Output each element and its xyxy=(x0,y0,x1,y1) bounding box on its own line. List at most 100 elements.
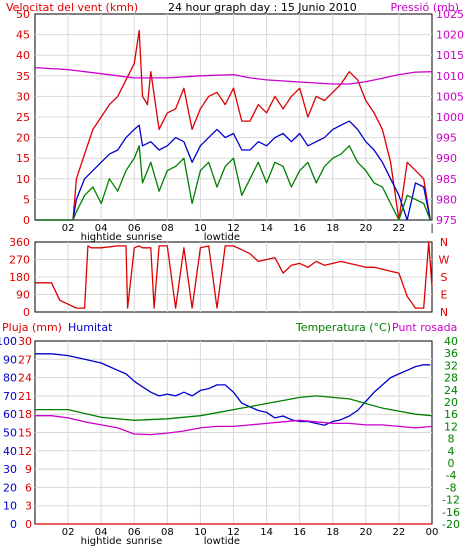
compass-direction-label: N xyxy=(440,236,448,249)
temperature-tick-label: -8 xyxy=(446,481,457,494)
panel-humidity-grid xyxy=(35,341,432,524)
pressure-tick-label: 990 xyxy=(436,152,457,165)
humidity-tick-label: 100 xyxy=(0,335,17,348)
pressure-axis-label: Pressió (mb) xyxy=(390,1,459,14)
rain-tick-label: 18 xyxy=(18,408,32,421)
hour-tick-label: 22 xyxy=(393,527,406,538)
tide-label: hightide xyxy=(81,536,122,547)
temperature-tick-label: 36 xyxy=(444,347,458,360)
temperature-tick-label: 24 xyxy=(444,384,458,397)
humidity-tick-label: 60 xyxy=(3,408,17,421)
humidity-tick-label: 90 xyxy=(3,353,17,366)
temperature-tick-label: 12 xyxy=(444,420,458,433)
temperature-tick-label: -16 xyxy=(442,506,460,519)
direction-degree-label: 0 xyxy=(23,306,30,319)
humidity-tick-label: 50 xyxy=(3,427,17,440)
hour-tick-label: 14 xyxy=(260,223,273,234)
temperature-tick-label: -20 xyxy=(442,518,460,531)
hour-tick-label: 04 xyxy=(95,223,108,234)
hour-tick-label: 20 xyxy=(359,527,372,538)
rain-tick-label: 24 xyxy=(18,372,32,385)
hour-tick-label: | xyxy=(430,223,433,234)
pressure-tick-label: 975 xyxy=(436,214,457,227)
humidity-tick-label: 70 xyxy=(3,390,17,403)
tide-label: sunrise xyxy=(126,536,162,547)
hour-tick-label: 04 xyxy=(95,527,108,538)
pressure-tick-label: 1000 xyxy=(436,111,464,124)
wind-speed-tick-label: 20 xyxy=(16,132,30,145)
panel-humidity-temperature: Pluja (mm) Humitat Temperatura (°C) Punt… xyxy=(0,321,460,538)
temperature-tick-label: 28 xyxy=(444,372,458,385)
rain-tick-label: 27 xyxy=(18,353,32,366)
temperature-tick-label: 20 xyxy=(444,396,458,409)
rain-tick-label: 3 xyxy=(25,500,32,513)
humidity-axis-label: Humitat xyxy=(68,321,113,334)
panel-wind-speed: Velocitat del vent (kmh) 24 hour graph d… xyxy=(6,1,464,234)
direction-degree-label: 180 xyxy=(9,271,30,284)
humidity-tick-label: 10 xyxy=(3,500,17,513)
pressure-tick-label: 980 xyxy=(436,193,457,206)
wind-speed-tick-label: 35 xyxy=(16,70,30,83)
hour-tick-label: 22 xyxy=(393,223,406,234)
temperature-axis-label: Temperatura (°C) xyxy=(295,321,391,334)
temperature-tick-label: 40 xyxy=(444,335,458,348)
pressure-tick-label: 995 xyxy=(436,132,457,145)
rain-tick-label: 30 xyxy=(18,335,32,348)
wind-speed-tick-label: 5 xyxy=(23,193,30,206)
rain-tick-labels: 0 3 6 9 12 15 18 21 24 27 30 xyxy=(18,335,32,531)
hour-tick-label: 18 xyxy=(326,527,339,538)
temperature-tick-label: -4 xyxy=(446,469,457,482)
tide-label: lowtide xyxy=(204,232,240,243)
series-line-pressi- xyxy=(34,66,433,85)
rain-axis-label: Pluja (mm) xyxy=(2,321,62,334)
series-line-r-fega xyxy=(35,29,431,221)
hour-tick-label: 00 xyxy=(426,527,439,538)
hour-tick-label: 16 xyxy=(293,223,306,234)
top-hour-tick-labels: 02 04 06 08 10 12 14 16 18 20 22 | xyxy=(62,223,434,234)
wind-direction-series xyxy=(35,241,433,309)
humidity-temperature-series xyxy=(35,353,433,525)
hour-tick-label: 20 xyxy=(359,223,372,234)
hour-tick-label: 10 xyxy=(194,223,207,234)
temperature-tick-label: 4 xyxy=(448,445,455,458)
bottom-hour-tick-labels: 02 04 06 08 10 12 14 16 18 20 22 00 xyxy=(62,527,439,538)
chart-title: 24 hour graph day : 15 Junio 2010 xyxy=(168,1,357,14)
pressure-tick-label: 1015 xyxy=(436,49,464,62)
compass-direction-label: N xyxy=(440,306,448,319)
compass-direction-label: W xyxy=(439,254,450,267)
hour-tick-label: 02 xyxy=(62,223,75,234)
humidity-tick-label: 30 xyxy=(3,463,17,476)
humidity-tick-label: 0 xyxy=(10,518,17,531)
rain-tick-label: 21 xyxy=(18,390,32,403)
wind-speed-tick-label: 15 xyxy=(16,152,30,165)
wind-speed-tick-label: 0 xyxy=(23,214,30,227)
humidity-tick-label: 40 xyxy=(3,445,17,458)
pressure-tick-labels: 975 980 985 990 995 1000 1005 1010 1015 1020 1025 xyxy=(436,8,464,227)
series-line-temperatura xyxy=(35,395,433,421)
hour-tick-label: 14 xyxy=(260,527,273,538)
humidity-tick-label: 80 xyxy=(3,372,17,385)
hour-tick-label: 18 xyxy=(326,223,339,234)
wind-speed-tick-labels: 0 5 10 15 20 25 30 35 40 45 50 xyxy=(16,8,30,227)
rain-tick-label: 6 xyxy=(25,481,32,494)
hour-tick-label: 16 xyxy=(293,527,306,538)
pressure-tick-label: 1005 xyxy=(436,90,464,103)
wind-speed-tick-label: 50 xyxy=(16,8,30,21)
rain-tick-label: 12 xyxy=(18,445,32,458)
temperature-tick-label: 8 xyxy=(448,433,455,446)
rain-tick-label: 0 xyxy=(25,518,32,531)
temperature-tick-label: 0 xyxy=(448,457,455,470)
hour-tick-label: 06 xyxy=(128,527,141,538)
wind-speed-tick-label: 45 xyxy=(16,29,30,42)
dewpoint-axis-label: Punt rosada xyxy=(392,321,457,334)
series-line-direcci- xyxy=(35,241,433,309)
tide-label: sunrise xyxy=(126,232,162,243)
hour-tick-label: 08 xyxy=(161,223,174,234)
temperature-tick-label: -12 xyxy=(442,494,460,507)
wind-speed-tick-label: 40 xyxy=(16,49,30,62)
temperature-tick-label: 16 xyxy=(444,408,458,421)
